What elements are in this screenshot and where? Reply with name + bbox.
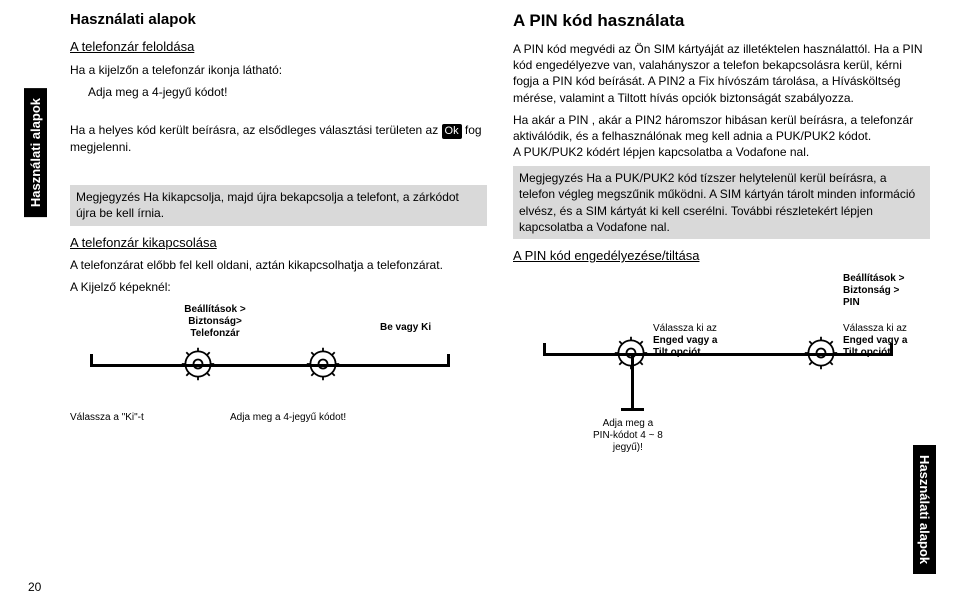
para-2: Adja meg a 4-jegyű kódot!	[70, 84, 487, 100]
ok-badge: Ok	[442, 124, 462, 139]
para-4: A telefonzárat előbb fel kell oldani, az…	[70, 257, 487, 273]
gear-icon	[305, 346, 341, 382]
page-content: Használati alapok A telefonzár feloldása…	[70, 10, 930, 463]
heading-off: A telefonzár kikapcsolása	[70, 234, 487, 252]
right-title: A PIN kód használata	[513, 10, 930, 33]
para-1: Ha a kijelzőn a telefonzár ikonja láthat…	[70, 62, 487, 78]
gear-icon	[613, 335, 649, 371]
left-title: Használati alapok	[70, 10, 487, 30]
flow-step1: Válassza a "Ki"-t	[70, 412, 144, 424]
gear-icon	[803, 335, 839, 371]
side-tab-right: Használati alapok	[913, 445, 936, 574]
flow-tr: Beállítások > Biztonság > PIN	[843, 273, 904, 309]
right-p2: Ha akár a PIN , akár a PIN2 háromszor hi…	[513, 112, 930, 161]
right-p1: A PIN kód megvédi az Ön SIM kártyáját az…	[513, 41, 930, 106]
gear-icon	[180, 346, 216, 382]
side-tab-left: Használati alapok	[24, 88, 47, 217]
heading-unlock: A telefonzár feloldása	[70, 38, 487, 56]
para-5: A Kijelző képeknél:	[70, 279, 487, 295]
heading-enable: A PIN kód engedélyezése/tiltása	[513, 247, 930, 265]
page-number: 20	[28, 580, 41, 594]
flow-l1: Válassza ki az Enged vagy a Tilt opciót	[653, 323, 717, 359]
flow-right: Beállítások > Biztonság > PIN Válassza k…	[513, 273, 930, 463]
right-column: A PIN kód használata A PIN kód megvédi a…	[513, 10, 930, 463]
note-right: Megjegyzés Ha a PUK/PUK2 kód tízszer hel…	[513, 166, 930, 239]
flow-left: Beállítások > Biztonság> Telefonzár Be v…	[70, 304, 487, 444]
left-column: Használati alapok A telefonzár feloldása…	[70, 10, 487, 463]
flow-bottom: Adja meg a PIN-kódot 4 ~ 8 jegyű)!	[593, 418, 663, 454]
para-3: Ha a helyes kód került beírásra, az első…	[70, 122, 487, 155]
note-left: Megjegyzés Ha kikapcsolja, majd újra bek…	[70, 185, 487, 225]
flow-r1: Válassza ki az Enged vagy a Tilt opciót	[843, 323, 907, 359]
flow-step2: Adja meg a 4-jegyű kódot!	[230, 412, 346, 424]
flow-mid-label: Beállítások > Biztonság> Telefonzár	[170, 304, 260, 340]
flow-right-label: Be vagy Ki	[380, 322, 431, 334]
